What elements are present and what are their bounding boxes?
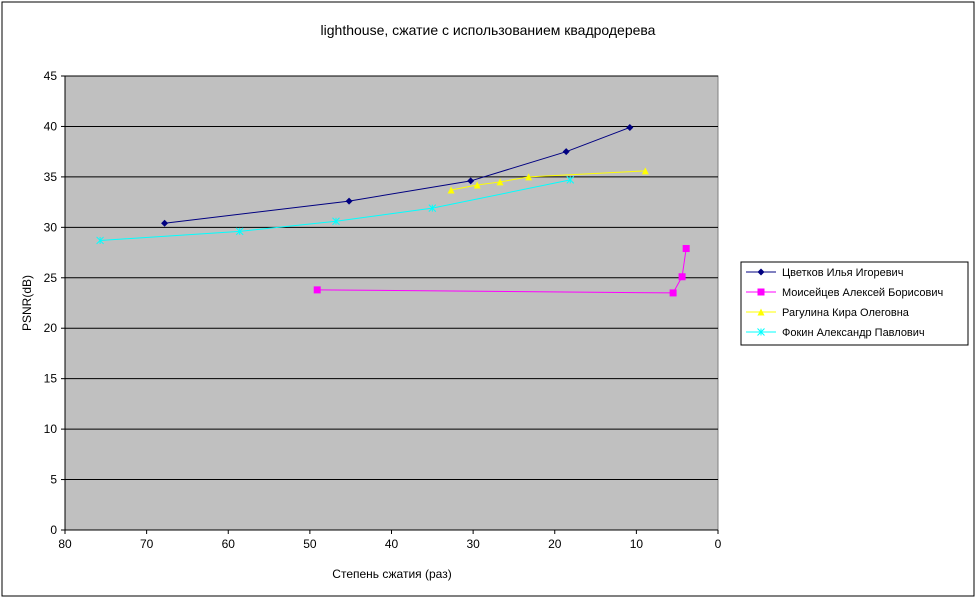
- marker: [428, 204, 437, 213]
- marker: [562, 148, 570, 156]
- legend-marker: [757, 288, 765, 296]
- marker: [496, 178, 504, 186]
- marker: [161, 219, 169, 227]
- marker: [566, 176, 575, 184]
- legend-label: Фокин Александр Павлович: [782, 327, 925, 339]
- legend: [740, 261, 969, 346]
- plot-area: [64, 75, 719, 531]
- y-tick-label: 35: [44, 170, 58, 184]
- marker: [678, 273, 686, 281]
- x-tick-label: 20: [548, 537, 562, 551]
- y-tick-label: 20: [44, 321, 58, 335]
- y-tick-label: 45: [44, 69, 58, 83]
- x-tick-label: 80: [58, 537, 72, 551]
- marker: [626, 123, 634, 131]
- y-tick-label: 10: [44, 422, 58, 436]
- marker: [641, 167, 649, 175]
- marker: [682, 245, 690, 253]
- y-tick-label: 5: [50, 473, 57, 487]
- x-axis-label: Степень сжатия (раз): [332, 567, 451, 581]
- marker: [96, 236, 104, 245]
- x-tick-label: 70: [140, 537, 154, 551]
- y-axis-label: PSNR(dB): [20, 275, 34, 331]
- legend-marker: [757, 328, 765, 336]
- x-tick-label: 0: [715, 537, 722, 551]
- marker: [467, 177, 475, 185]
- y-tick-label: 0: [50, 523, 57, 537]
- x-tick-label: 30: [466, 537, 480, 551]
- marker: [332, 217, 340, 226]
- x-tick-label: 50: [303, 537, 317, 551]
- y-tick-label: 25: [44, 271, 58, 285]
- y-tick-label: 15: [44, 372, 58, 386]
- legend-label: Рагулина Кира Олеговна: [782, 307, 910, 319]
- marker: [473, 181, 481, 189]
- marker: [313, 286, 321, 294]
- x-tick-label: 10: [630, 537, 644, 551]
- x-tick-label: 40: [385, 537, 399, 551]
- legend-marker: [757, 308, 765, 316]
- series-line: [317, 248, 687, 294]
- marker: [525, 173, 533, 181]
- legend-marker: [757, 268, 765, 276]
- marker: [345, 197, 353, 205]
- legend-label: Цветков Илья Игоревич: [782, 267, 903, 279]
- marker: [447, 186, 455, 194]
- legend-label: Моисейцев Алексей Борисович: [782, 287, 943, 299]
- marker: [235, 227, 244, 236]
- x-tick-label: 60: [222, 537, 236, 551]
- y-tick-label: 30: [44, 220, 58, 234]
- marker: [669, 289, 677, 297]
- y-tick-label: 40: [44, 119, 58, 133]
- chart-title: lighthouse, сжатие с использованием квад…: [321, 22, 656, 38]
